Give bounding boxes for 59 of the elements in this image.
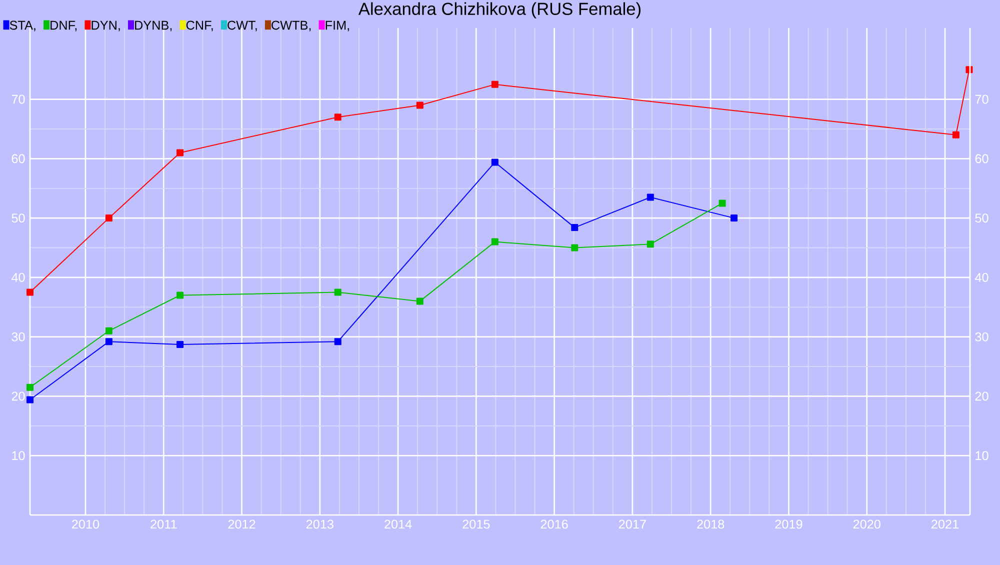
legend-label: FIM, bbox=[326, 20, 349, 32]
x-tick-label: 2019 bbox=[775, 520, 802, 529]
x-tick-label: 2013 bbox=[306, 520, 334, 529]
point bbox=[176, 341, 184, 348]
point bbox=[646, 240, 654, 248]
point bbox=[730, 214, 738, 222]
point bbox=[105, 214, 112, 222]
point bbox=[416, 102, 424, 109]
x-tick-label: 2016 bbox=[540, 520, 568, 529]
point bbox=[952, 131, 960, 138]
x-tick-label: 2015 bbox=[462, 520, 490, 529]
point bbox=[26, 384, 34, 391]
point bbox=[491, 238, 498, 246]
point bbox=[718, 200, 726, 207]
x-tick-label: 2021 bbox=[932, 520, 958, 529]
legend-label: CNF, bbox=[186, 20, 213, 32]
x-tick-label: 2011 bbox=[150, 520, 177, 529]
point bbox=[334, 338, 342, 346]
x-tick-label: 2020 bbox=[853, 520, 880, 529]
y2-tick-label: 50 bbox=[975, 214, 988, 223]
y-tick-label: 10 bbox=[12, 451, 25, 460]
y-tick-label: 30 bbox=[12, 332, 25, 342]
point bbox=[26, 396, 34, 404]
y2-tick-label: 20 bbox=[975, 392, 988, 401]
point bbox=[334, 114, 342, 121]
y-tick-label: 60 bbox=[12, 154, 25, 164]
y2-tick-label: 40 bbox=[975, 272, 988, 282]
y-tick-label: 50 bbox=[12, 214, 25, 223]
point bbox=[491, 80, 498, 88]
chart-title: Alexandra Chizhikova (RUS Female) bbox=[358, 2, 640, 18]
point bbox=[26, 288, 34, 296]
point bbox=[105, 327, 112, 334]
x-tick-label: 2017 bbox=[618, 520, 646, 529]
x-tick-label: 2018 bbox=[697, 520, 724, 529]
point bbox=[176, 149, 184, 156]
point bbox=[571, 224, 578, 232]
legend-label: CWT, bbox=[228, 20, 257, 32]
legend-label: DYN, bbox=[92, 20, 120, 32]
y2-tick-label: 60 bbox=[975, 154, 988, 164]
point bbox=[491, 158, 498, 166]
y-tick-label: 70 bbox=[12, 94, 25, 104]
point bbox=[646, 194, 654, 201]
point bbox=[334, 288, 342, 296]
x-tick-label: 2012 bbox=[228, 520, 256, 529]
y2-tick-label: 70 bbox=[975, 94, 988, 104]
legend-label: STA, bbox=[10, 20, 36, 32]
y-tick-label: 20 bbox=[12, 392, 25, 401]
legend-label: DNF, bbox=[50, 20, 77, 32]
legend-label: DYNB, bbox=[135, 20, 172, 32]
x-tick-label: 2014 bbox=[384, 520, 412, 529]
point bbox=[416, 298, 424, 305]
x-tick-label: 2010 bbox=[72, 520, 100, 529]
y-tick-label: 40 bbox=[11, 272, 25, 282]
point bbox=[105, 338, 112, 346]
y2-tick-label: 10 bbox=[976, 451, 988, 460]
point bbox=[571, 244, 578, 252]
point bbox=[176, 292, 184, 299]
y2-tick-label: 30 bbox=[975, 332, 988, 342]
legend-label: CWTB, bbox=[272, 20, 311, 32]
